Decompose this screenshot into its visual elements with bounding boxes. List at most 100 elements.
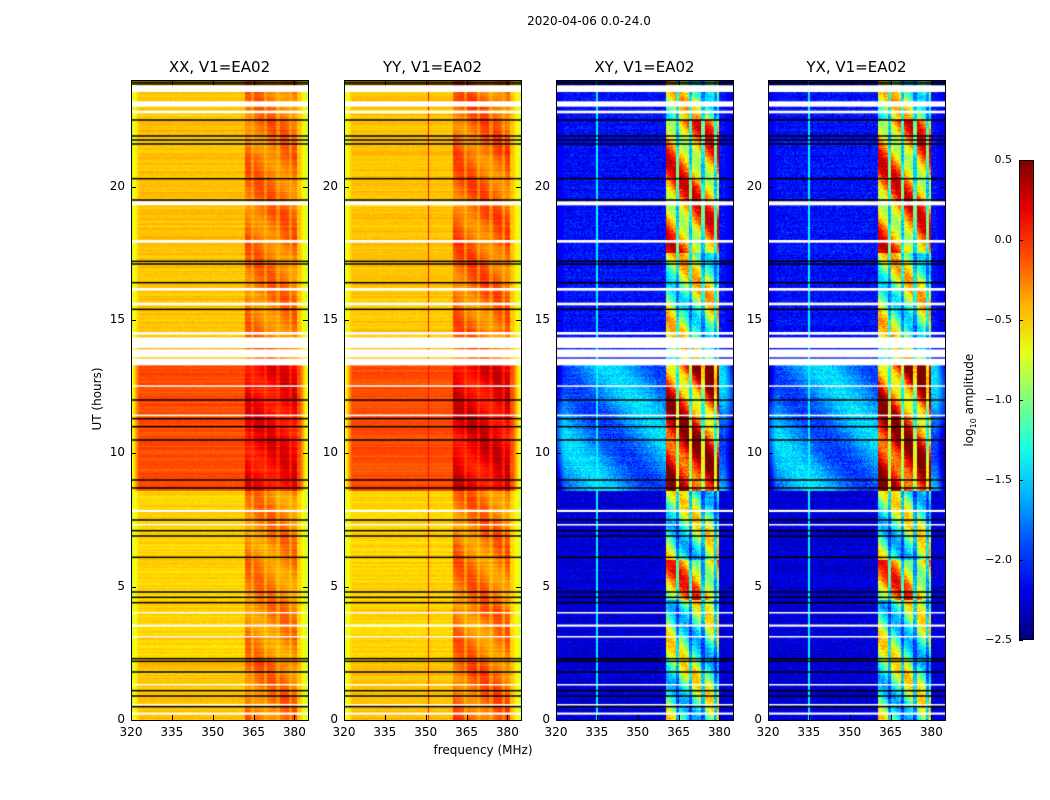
x-tick xyxy=(466,80,468,85)
y-tick xyxy=(131,320,136,321)
panel-title: XX, V1=EA02 xyxy=(168,58,271,76)
x-tick xyxy=(344,715,345,720)
x-tick-label: 335 xyxy=(373,725,397,739)
y-tick-label: 0 xyxy=(117,712,125,726)
x-tick xyxy=(212,715,214,720)
x-tick xyxy=(294,715,296,720)
x-tick xyxy=(768,80,769,85)
y-tick xyxy=(516,586,521,588)
x-tick-label: 380 xyxy=(282,725,306,739)
x-tick xyxy=(849,715,851,720)
x-tick xyxy=(131,80,132,85)
x-tick xyxy=(931,80,933,85)
y-tick-label: 20 xyxy=(746,178,762,193)
heatmap-xy xyxy=(556,80,733,720)
y-tick xyxy=(940,320,945,321)
colorbar-tick xyxy=(1019,480,1023,481)
x-tick xyxy=(808,715,810,720)
y-tick xyxy=(131,453,136,455)
y-tick-label: 0 xyxy=(542,712,550,726)
y-tick-label: 10 xyxy=(109,445,125,460)
y-tick-label: 0 xyxy=(754,712,762,726)
panel-title: YX, V1=EA02 xyxy=(806,58,907,76)
x-tick xyxy=(425,715,427,720)
y-tick xyxy=(728,720,733,721)
y-tick xyxy=(303,320,308,321)
colorbar-tick xyxy=(1019,400,1023,401)
x-tick xyxy=(171,715,173,720)
x-tick xyxy=(596,80,598,85)
x-tick-label: 365 xyxy=(667,725,690,739)
x-tick-label: 380 xyxy=(919,725,943,739)
colorbar-tick xyxy=(1019,160,1023,161)
y-tick-label: 20 xyxy=(109,178,125,193)
x-tick xyxy=(384,715,386,720)
y-tick xyxy=(768,453,773,455)
y-tick xyxy=(768,586,773,588)
y-tick-label: 15 xyxy=(322,312,338,326)
panel-title: XY, V1=EA02 xyxy=(594,58,695,76)
y-tick-label: 5 xyxy=(542,578,550,593)
y-tick-label: 20 xyxy=(322,178,338,193)
colorbar-label-sub: 10 xyxy=(969,418,979,429)
y-tick xyxy=(940,453,945,455)
x-axis-label: frequency (MHz) xyxy=(433,743,533,757)
y-tick-label: 5 xyxy=(117,578,125,593)
x-tick xyxy=(556,80,557,85)
colorbar-tick-label: −1.0 xyxy=(985,393,1012,406)
x-tick-label: 350 xyxy=(838,725,862,739)
y-tick-label: 10 xyxy=(322,445,338,460)
y-tick xyxy=(768,320,773,321)
y-tick xyxy=(556,586,561,588)
x-tick xyxy=(931,715,933,720)
x-tick-label: 320 xyxy=(756,725,780,739)
x-tick xyxy=(808,80,810,85)
y-tick xyxy=(516,186,521,188)
heatmap-yy xyxy=(344,80,521,720)
y-tick xyxy=(556,720,561,721)
y-tick xyxy=(940,586,945,588)
x-tick-label: 350 xyxy=(626,725,650,739)
x-tick xyxy=(890,715,892,720)
y-tick-label: 0 xyxy=(330,712,338,726)
y-tick xyxy=(344,320,349,321)
colorbar-tick xyxy=(1019,320,1023,321)
colorbar-tick-label: 0.5 xyxy=(994,153,1013,166)
y-tick-label: 10 xyxy=(746,445,762,460)
y-tick xyxy=(940,186,945,188)
x-tick-label: 350 xyxy=(414,725,438,739)
y-tick xyxy=(344,720,349,721)
y-tick xyxy=(556,186,561,188)
x-tick xyxy=(294,80,296,85)
y-tick xyxy=(344,453,349,455)
x-tick xyxy=(171,80,173,85)
x-tick xyxy=(890,80,892,85)
x-tick-label: 320 xyxy=(544,725,568,739)
y-tick xyxy=(516,453,521,455)
x-tick-label: 335 xyxy=(585,725,609,739)
figure-title: 2020-04-06 0.0-24.0 xyxy=(527,14,651,28)
y-tick xyxy=(344,586,349,588)
y-tick xyxy=(344,186,349,188)
colorbar-tick-label: 0.0 xyxy=(994,233,1013,246)
y-tick xyxy=(940,720,945,721)
y-tick-label: 15 xyxy=(746,312,762,326)
y-tick-label: 5 xyxy=(754,578,762,593)
y-tick xyxy=(303,186,308,188)
y-tick-label: 20 xyxy=(534,178,550,193)
y-tick-label: 15 xyxy=(109,312,125,326)
y-tick xyxy=(516,320,521,321)
x-tick-label: 335 xyxy=(160,725,184,739)
x-tick xyxy=(678,80,680,85)
x-tick-label: 380 xyxy=(707,725,731,739)
y-tick-label: 15 xyxy=(534,312,550,326)
colorbar-label: log10 amplitude xyxy=(962,350,978,450)
y-tick-label: 5 xyxy=(330,578,338,593)
x-tick xyxy=(344,80,345,85)
y-tick-label: 10 xyxy=(534,445,550,460)
colorbar-tick xyxy=(1019,560,1023,561)
colorbar-tick xyxy=(1019,240,1023,241)
y-tick xyxy=(728,453,733,455)
y-tick xyxy=(131,586,136,588)
x-tick xyxy=(719,80,721,85)
